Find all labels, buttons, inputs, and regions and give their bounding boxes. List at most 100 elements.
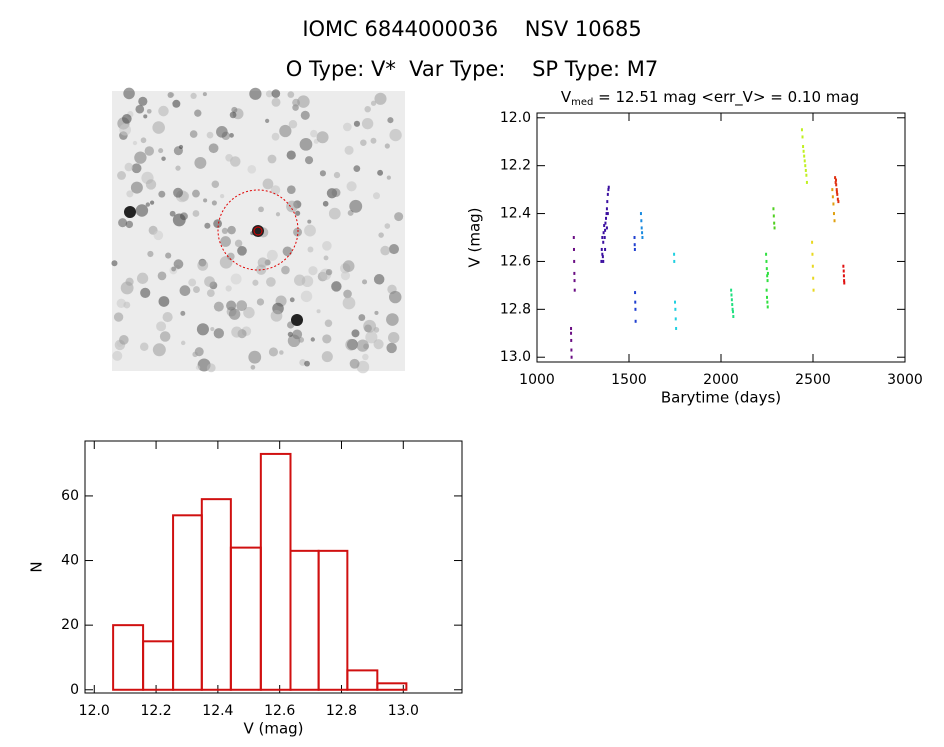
sky-blob (297, 95, 310, 108)
data-point (765, 267, 768, 271)
sky-blob (287, 334, 301, 348)
data-point (570, 338, 573, 342)
data-point (673, 259, 676, 263)
sky-blob (307, 246, 314, 253)
sky-blob (162, 311, 173, 323)
sky-blob (124, 162, 134, 172)
sky-blob (384, 143, 390, 149)
sky-blob (210, 326, 215, 332)
sky-blob (172, 99, 181, 108)
data-point (572, 236, 575, 239)
histogram-bar (376, 682, 408, 691)
sky-blob (188, 278, 197, 287)
sky-blob (310, 129, 318, 138)
data-point (573, 271, 576, 275)
sky-blob (227, 225, 236, 235)
sky-blob (194, 156, 207, 169)
sky-blob (143, 114, 148, 119)
data-point (633, 236, 636, 239)
title-part: V (561, 88, 572, 106)
sky-blob (123, 87, 135, 100)
sky-blob (271, 97, 281, 107)
sky-blob (111, 260, 118, 267)
x-tick-label: 1500 (611, 372, 647, 388)
sky-blob (394, 212, 404, 222)
sky-blob (331, 188, 341, 198)
sky-blob (172, 213, 186, 227)
y-tick-label: 13.0 (500, 349, 531, 365)
sky-blob (158, 190, 166, 198)
sky-blob (262, 178, 274, 190)
data-point (765, 252, 768, 256)
sky-blob (225, 285, 232, 292)
data-point (601, 236, 604, 239)
data-point (832, 212, 835, 216)
sky-blob (130, 181, 143, 194)
data-point (641, 231, 644, 235)
sky-blob (308, 266, 318, 276)
data-point (570, 331, 573, 335)
sky-blob (206, 131, 214, 139)
sky-blob (135, 204, 149, 217)
sky-blob (322, 241, 332, 251)
data-point (766, 271, 769, 275)
sky-blob (234, 239, 243, 248)
sky-blob (145, 202, 151, 207)
sky-blob (147, 250, 154, 258)
data-point (572, 247, 575, 251)
data-point (731, 310, 734, 314)
sky-blob (346, 181, 357, 192)
title-part: = 12.51 mag <err_V> = 0.10 mag (593, 88, 859, 107)
sky-blob (193, 286, 200, 294)
sky-blob (203, 198, 208, 203)
sky-blob (120, 281, 134, 295)
data-point (602, 240, 605, 244)
sky-blob (159, 331, 171, 342)
data-point (842, 274, 845, 278)
data-point (674, 300, 676, 304)
data-point (835, 190, 838, 194)
sky-blob (256, 264, 267, 275)
data-point (732, 315, 735, 319)
sky-blob (279, 350, 284, 355)
sky-blob (386, 313, 399, 326)
sky-blob (356, 339, 369, 352)
data-point (803, 154, 806, 158)
data-point (805, 173, 808, 177)
sky-blob (353, 120, 361, 127)
sky-blob (206, 289, 215, 298)
sky-blob (307, 219, 312, 224)
data-point (600, 259, 603, 263)
sky-blob (388, 243, 400, 255)
sky-blob (316, 309, 321, 314)
sky-blob (271, 89, 281, 98)
sky-blob (343, 122, 352, 132)
data-point (843, 281, 846, 285)
sky-blob (197, 259, 209, 271)
sky-blob (213, 301, 224, 312)
sky-blob (342, 296, 356, 310)
sky-blob (247, 164, 257, 174)
sky-blob (304, 360, 310, 367)
sky-blob (282, 246, 293, 257)
data-point (731, 307, 734, 311)
sky-blob (119, 123, 132, 136)
sky-blob (388, 331, 400, 344)
light-curve-title: Vmed = 12.51 mag <err_V> = 0.10 mag (561, 88, 859, 109)
sky-blob (345, 338, 358, 351)
sky-blob (389, 128, 402, 142)
title-sub: med (571, 97, 593, 108)
sky-blob (220, 236, 231, 247)
sky-blob (118, 218, 128, 228)
data-point (600, 247, 603, 251)
sky-blob (211, 180, 220, 189)
data-point (802, 145, 805, 149)
histogram-bar (259, 452, 292, 691)
sky-blob (322, 334, 332, 344)
sky-blob (195, 365, 201, 370)
sky-blob (333, 171, 341, 179)
data-point (602, 231, 605, 235)
sky-blob (293, 274, 306, 286)
sky-blob (289, 297, 295, 303)
x-tick-label: 2000 (703, 372, 739, 388)
